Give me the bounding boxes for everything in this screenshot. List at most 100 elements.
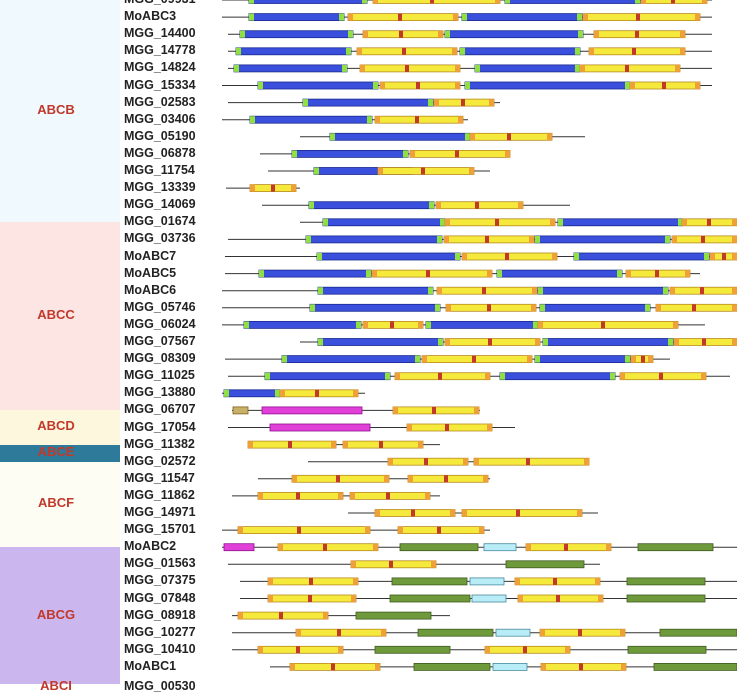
transmembrane-domain: [329, 132, 471, 141]
walker-motif: [390, 321, 394, 329]
nucleotide-binding-domain: [588, 47, 686, 56]
walker-motif: [279, 612, 283, 620]
walker-motif: [564, 543, 568, 551]
nbd-edge: [565, 646, 570, 654]
gene-label: MGG_06878: [124, 145, 196, 160]
nbd-edge: [373, 543, 378, 551]
walker-motif: [625, 64, 629, 72]
nbd-edge: [515, 577, 520, 585]
nbd-edge: [732, 253, 737, 260]
nbd-edge: [538, 321, 543, 329]
walker-motif: [288, 441, 292, 449]
nbd-edge: [375, 509, 380, 517]
nbd-edge: [380, 82, 385, 89]
transmembrane-domain: [474, 64, 581, 73]
walker-motif: [461, 99, 465, 107]
tmd-edge: [265, 372, 270, 380]
nbd-edge: [594, 30, 599, 38]
tmd-edge: [533, 321, 538, 329]
tmd-edge: [475, 64, 480, 72]
nbd-edge: [395, 372, 400, 380]
abcg-transmembrane-domain: [505, 560, 585, 569]
gene-label: MGG_11025: [124, 368, 195, 383]
transmembrane-domain: [317, 338, 444, 346]
tmd-edge: [426, 321, 431, 329]
transmembrane-domain: [461, 13, 583, 22]
walker-motif: [722, 253, 726, 260]
walker-motif: [336, 475, 340, 483]
walker-motif: [488, 338, 492, 346]
nucleotide-binding-domain: [257, 645, 344, 654]
abcg-transmembrane-domain: [391, 577, 468, 586]
walker-motif: [331, 663, 335, 671]
nucleotide-binding-domain: [257, 491, 344, 500]
tmd-edge: [249, 0, 254, 4]
transmembrane-domain: [248, 13, 345, 22]
nbd-edge: [595, 577, 600, 585]
tmd-edge: [356, 321, 361, 329]
walker-motif: [701, 235, 705, 243]
tmd-edge: [240, 30, 245, 38]
gene-label: MGG_11547: [124, 470, 195, 485]
nbd-edge: [495, 0, 500, 4]
nbd-edge: [444, 235, 449, 243]
nucleotide-binding-domain: [409, 149, 511, 158]
gene-label: MGG_07567: [124, 334, 196, 348]
tmd-edge: [306, 235, 311, 243]
tmd-edge: [704, 253, 709, 260]
transmembrane-domain: [223, 389, 281, 398]
nbd-edge: [398, 526, 403, 534]
tmd-edge: [465, 133, 470, 141]
nbd-edge: [331, 441, 336, 449]
tmd-edge: [318, 338, 323, 346]
walker-motif: [437, 526, 441, 534]
nucleotide-binding-domain: [444, 218, 556, 227]
nbd-edge: [518, 595, 523, 602]
family-label: ABCC: [37, 307, 75, 323]
nucleotide-binding-domain: [359, 64, 461, 73]
transmembrane-domain: [309, 303, 441, 312]
walker-motif: [707, 218, 711, 226]
nbd-edge: [540, 629, 545, 637]
nbd-edge: [388, 458, 393, 466]
nbd-edge: [462, 253, 467, 260]
nucleotide-binding-domain: [421, 355, 533, 364]
gene-label: MGG_14069: [124, 197, 196, 212]
gene-label: MGG_15334: [124, 77, 196, 92]
gene-label: MGG_14778: [124, 43, 196, 58]
tmd-edge: [330, 133, 335, 141]
walker-motif: [475, 201, 479, 209]
walker-motif: [323, 543, 327, 551]
nbd-edge: [357, 47, 362, 55]
tmd-edge: [462, 13, 467, 21]
nbd-edge: [732, 304, 737, 312]
gene-label: MGG_15701: [124, 522, 196, 537]
nbd-edge: [485, 646, 490, 654]
nucleotide-binding-domain: [277, 543, 379, 552]
nbd-edge: [348, 13, 353, 21]
nbd-edge: [474, 406, 479, 414]
abcg-transmembrane-domain: [627, 645, 707, 654]
gene-label: MGG_14824: [124, 60, 196, 75]
nbd-edge: [732, 218, 737, 226]
nbd-edge: [630, 82, 635, 89]
tmd-edge: [303, 99, 308, 107]
nbd-edge: [552, 253, 557, 260]
family-band-abcc: ABCC: [0, 222, 120, 411]
gene-label-partial: MGG_00530: [124, 679, 196, 693]
tmd-edge: [317, 253, 322, 260]
nucleotide-binding-domain: [517, 594, 604, 603]
walker-motif: [523, 646, 527, 654]
nucleotide-binding-domain: [461, 509, 583, 517]
gene-label: MGG_13339: [124, 180, 196, 195]
nucleotide-binding-domain: [406, 423, 493, 432]
gene-label: MGG_10277: [124, 624, 196, 639]
family-label-partial: ABCI: [40, 678, 72, 693]
tmd-edge: [645, 304, 650, 312]
nbd-edge: [541, 663, 546, 671]
nbd-edge: [732, 338, 737, 346]
nbd-edge: [606, 543, 611, 551]
tmd-edge: [460, 47, 465, 55]
abcg-transmembrane-domain: [637, 543, 714, 552]
transmembrane-domain: [243, 320, 362, 329]
